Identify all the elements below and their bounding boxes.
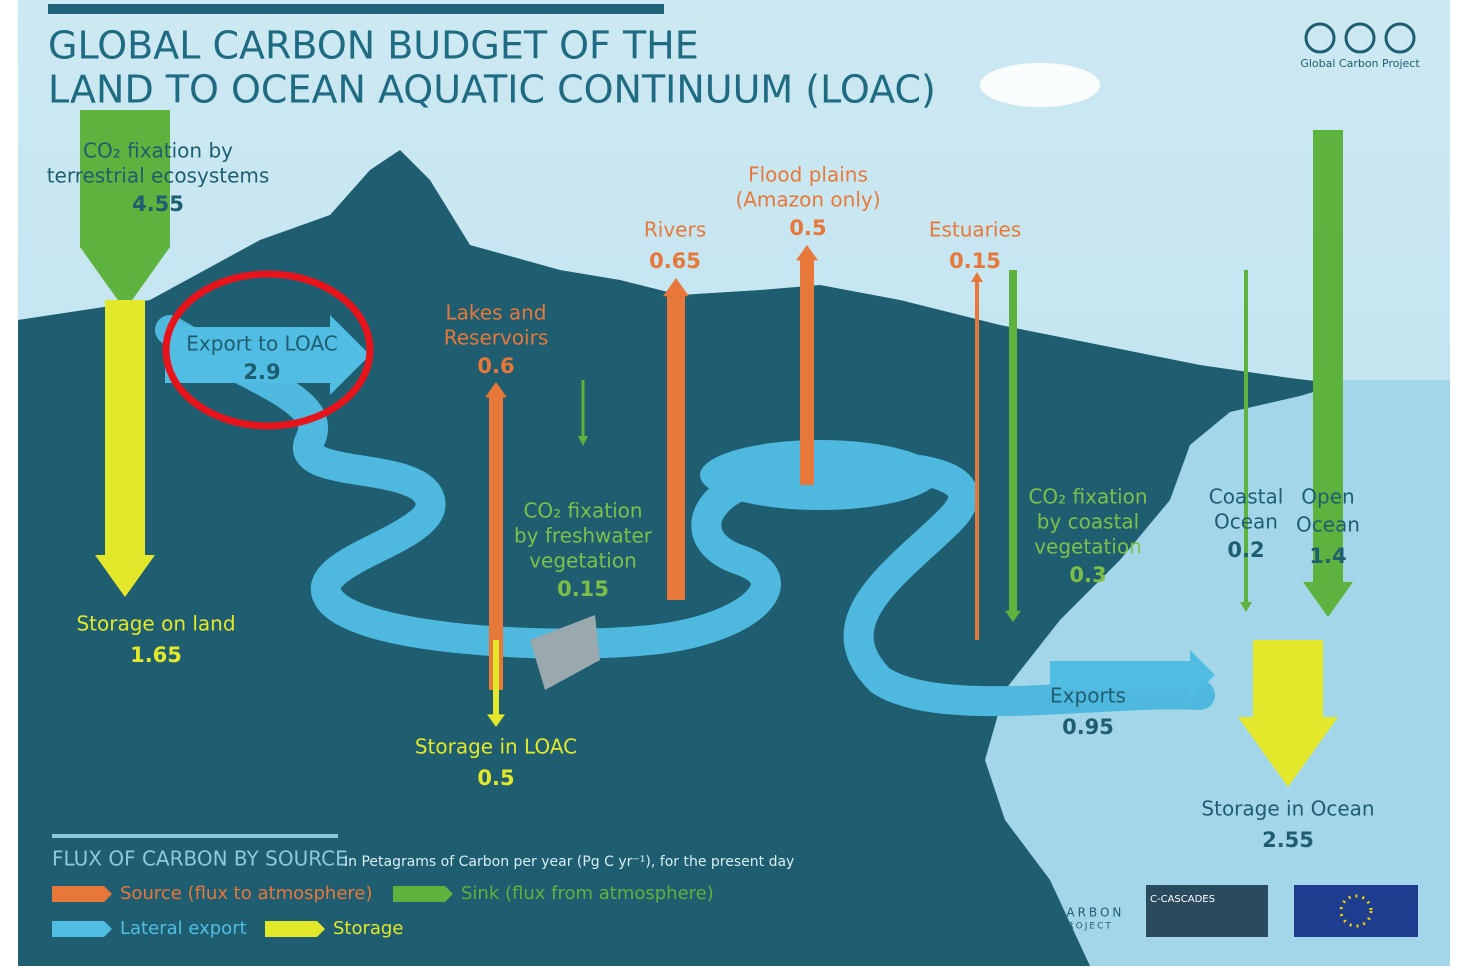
flux-label: Export to LOAC <box>186 332 337 356</box>
logo-text: Global Carbon Project <box>1300 57 1420 70</box>
flux-label: Coastal <box>1209 485 1284 509</box>
flux-arrow <box>663 278 689 600</box>
ccascades-logo <box>1146 885 1268 937</box>
flux-value: 0.5 <box>477 766 514 790</box>
flux-value: 0.2 <box>1227 538 1264 562</box>
eu-stars <box>1339 894 1373 928</box>
flux-label: CO₂ fixation <box>523 499 642 523</box>
title-line: GLOBAL CARBON BUDGET OF THE <box>48 24 699 68</box>
flux-label: Storage in Ocean <box>1201 797 1374 821</box>
flux-label: Ocean <box>1296 513 1360 537</box>
cc-logo <box>1304 22 1416 54</box>
flux-arrow <box>487 640 505 727</box>
flux-arrow <box>578 380 588 446</box>
flux-label: Exports <box>1050 684 1126 708</box>
flux-label: by coastal <box>1037 510 1139 534</box>
flux-arrow <box>165 315 370 395</box>
legend-subtitle: In Petagrams of Carbon per year (Pg C yr… <box>344 854 794 870</box>
flux-label: Reservoirs <box>444 326 549 350</box>
flux-value: 1.4 <box>1309 544 1346 568</box>
river <box>155 315 1215 717</box>
flux-value: 0.15 <box>557 577 609 601</box>
legend-label: Sink (flux from atmosphere) <box>461 883 714 904</box>
flux-arrow <box>1240 270 1252 612</box>
flood-plain <box>700 440 940 510</box>
dam <box>530 615 600 690</box>
flux-label: Ocean <box>1214 510 1278 534</box>
flux-value: 0.95 <box>1062 715 1114 739</box>
flux-label: Storage on land <box>76 612 235 636</box>
flux-label: by freshwater <box>514 524 653 548</box>
legend-swatch <box>265 921 325 937</box>
gcp-text: GLOBAL <box>977 906 1043 920</box>
flux-value: 0.65 <box>649 249 701 273</box>
flux-arrow <box>95 300 155 597</box>
flux-value: 4.55 <box>132 192 184 216</box>
flux-arrow <box>1005 270 1021 622</box>
flux-label: (Amazon only) <box>735 188 880 212</box>
cloud <box>980 63 1100 107</box>
title-line: LAND TO OCEAN AQUATIC CONTINUUM (LOAC) <box>48 68 936 112</box>
flux-value: 2.55 <box>1262 828 1314 852</box>
flux-label: vegetation <box>529 549 637 573</box>
flux-label: Rivers <box>644 218 706 242</box>
flux-label: vegetation <box>1034 535 1142 559</box>
legend-label: Lateral export <box>120 918 247 939</box>
ccascades-text: C-CASCADES <box>1150 894 1215 905</box>
gcp-text: PROJECT <box>1060 922 1113 932</box>
flux-value: 0.3 <box>1069 563 1106 587</box>
flux-value: 0.6 <box>477 354 514 378</box>
flux-label: Estuaries <box>929 218 1021 242</box>
top-bar <box>48 4 664 14</box>
legend-title: FLUX OF CARBON BY SOURCE <box>52 847 348 871</box>
flux-arrow <box>1303 130 1353 617</box>
flux-label: Storage in LOAC <box>415 735 577 759</box>
legend-swatch <box>393 886 453 902</box>
flux-label: CO₂ fixation <box>1028 485 1147 509</box>
legend-label: Source (flux to atmosphere) <box>120 883 373 904</box>
highlight-circle <box>162 270 374 430</box>
legend-swatch <box>52 921 112 937</box>
flux-label: Open <box>1301 485 1354 509</box>
flux-value: 0.15 <box>949 249 1001 273</box>
legend-swatch <box>52 886 112 902</box>
flux-label: CO₂ fixation by <box>83 139 233 163</box>
gcp-text: CARBON <box>1055 906 1124 920</box>
flux-label: Lakes and <box>446 301 547 325</box>
flux-arrow <box>80 110 170 310</box>
flux-value: 2.9 <box>243 360 280 384</box>
legend-label: Storage <box>333 918 403 939</box>
flux-arrow <box>796 245 818 485</box>
flux-arrow <box>1238 640 1338 787</box>
eu-flag <box>1294 885 1418 937</box>
flux-label: Flood plains <box>748 163 868 187</box>
flux-value: 1.65 <box>130 643 182 667</box>
flux-arrow <box>485 382 507 690</box>
flux-arrow <box>1050 650 1215 700</box>
flux-value: 0.5 <box>789 216 826 240</box>
flux-arrow <box>971 272 983 640</box>
flux-label: terrestrial ecosystems <box>47 164 270 188</box>
